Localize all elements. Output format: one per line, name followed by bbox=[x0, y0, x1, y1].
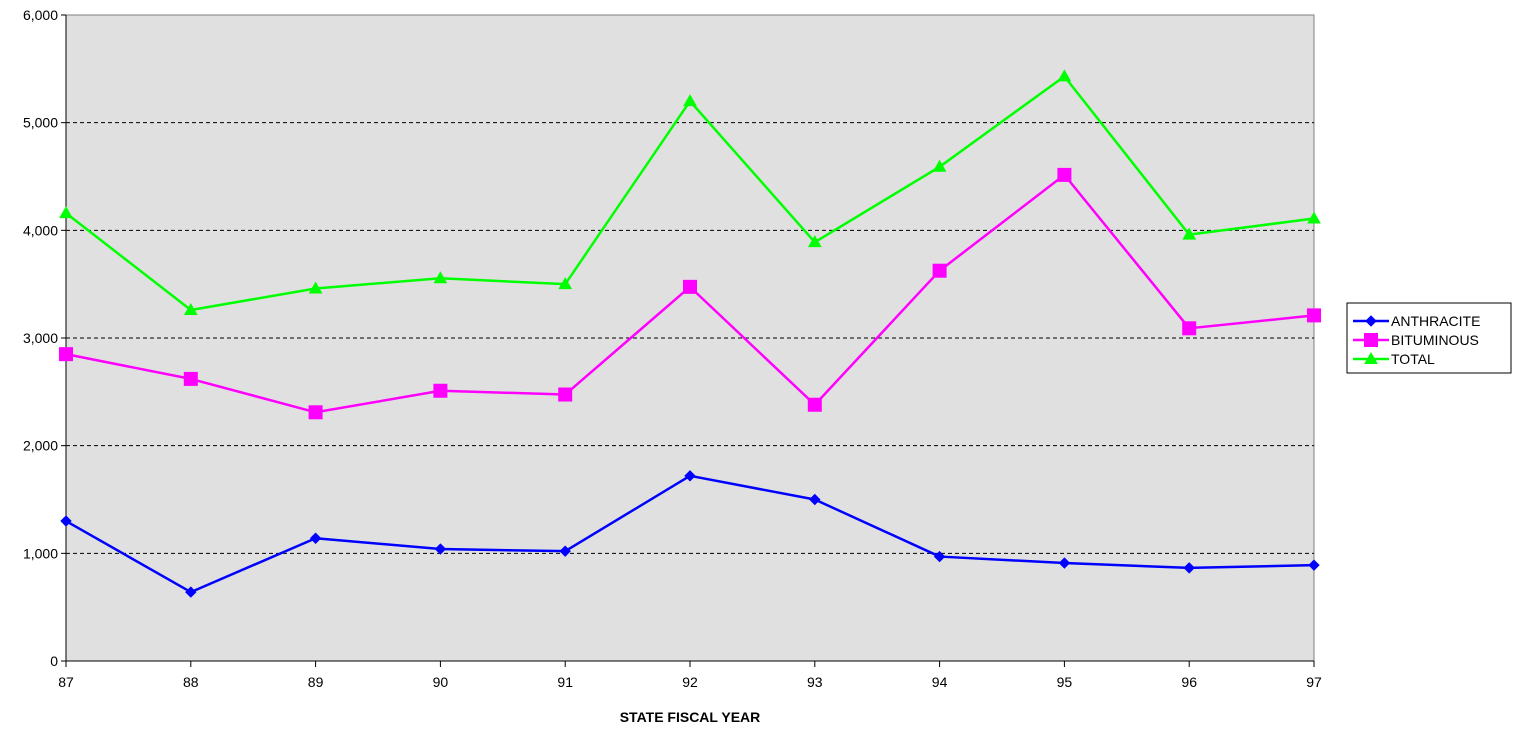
x-tick-label: 92 bbox=[682, 674, 698, 690]
legend: ANTHRACITE BITUMINOUS TOTAL bbox=[1346, 302, 1512, 374]
gridlines bbox=[66, 122, 1314, 554]
data-point-total bbox=[683, 94, 697, 107]
y-tick-label: 6,000 bbox=[23, 7, 58, 23]
x-tick-labels: 87 88 89 90 91 92 93 94 95 96 97 bbox=[58, 674, 1322, 690]
x-tick-label: 90 bbox=[433, 674, 449, 690]
y-tick-label: 4,000 bbox=[23, 222, 58, 238]
data-point-anthracite bbox=[809, 493, 821, 506]
x-tick-label: 94 bbox=[932, 674, 948, 690]
x-tick-label: 91 bbox=[557, 674, 573, 690]
data-point-total bbox=[558, 277, 573, 290]
y-tick-labels: 0 1,000 2,000 3,000 4,000 5,000 6,000 bbox=[23, 7, 58, 669]
data-point-anthracite bbox=[684, 470, 696, 482]
legend-marker-total bbox=[1364, 351, 1378, 364]
series-anthracite bbox=[60, 470, 1320, 598]
x-tick-label: 89 bbox=[308, 674, 324, 690]
y-tick-label: 2,000 bbox=[23, 438, 58, 454]
legend-label-total: TOTAL bbox=[1391, 351, 1435, 367]
y-tick-label: 1,000 bbox=[23, 545, 58, 561]
data-point-anthracite bbox=[1058, 557, 1071, 569]
data-point-total bbox=[183, 302, 198, 316]
data-point-bituminous bbox=[1057, 167, 1072, 182]
data-point-bituminous bbox=[807, 397, 822, 412]
data-point-bituminous bbox=[558, 387, 573, 402]
data-point-total bbox=[433, 271, 448, 284]
data-point-bituminous bbox=[1182, 321, 1197, 336]
series-total bbox=[59, 69, 1321, 316]
data-point-anthracite bbox=[1308, 559, 1320, 571]
legend-label-bituminous: BITUMINOUS bbox=[1391, 332, 1479, 348]
data-point-anthracite bbox=[559, 545, 571, 557]
data-point-anthracite bbox=[1183, 562, 1195, 574]
data-point-anthracite bbox=[933, 550, 946, 563]
data-point-anthracite bbox=[434, 543, 447, 555]
data-point-total bbox=[59, 206, 73, 219]
x-tick-label: 95 bbox=[1057, 674, 1073, 690]
legend-marker-bituminous bbox=[1364, 333, 1378, 347]
data-point-bituminous bbox=[1307, 308, 1321, 323]
x-tick-label: 97 bbox=[1306, 674, 1322, 690]
data-point-total bbox=[807, 235, 822, 248]
series-bituminous bbox=[59, 167, 1321, 420]
data-point-total bbox=[308, 281, 323, 294]
axes bbox=[61, 14, 1315, 667]
data-point-total bbox=[1307, 211, 1321, 224]
data-point-bituminous bbox=[932, 263, 947, 278]
legend-items: ANTHRACITE BITUMINOUS TOTAL bbox=[1353, 313, 1480, 367]
data-point-total bbox=[1057, 69, 1072, 82]
y-tick-label: 3,000 bbox=[23, 330, 58, 346]
data-point-anthracite bbox=[60, 515, 72, 527]
x-axis-title: STATE FISCAL YEAR bbox=[620, 709, 761, 725]
series-group bbox=[59, 69, 1321, 598]
data-point-bituminous bbox=[433, 383, 448, 398]
legend-marker-anthracite bbox=[1365, 315, 1377, 327]
x-tick-label: 93 bbox=[807, 674, 823, 690]
y-tick-label: 0 bbox=[50, 653, 58, 669]
legend-label-anthracite: ANTHRACITE bbox=[1391, 313, 1480, 329]
y-tick-label: 5,000 bbox=[23, 115, 58, 131]
x-tick-label: 87 bbox=[58, 674, 74, 690]
x-tick-label: 88 bbox=[183, 674, 199, 690]
data-point-anthracite bbox=[309, 532, 322, 544]
data-point-bituminous bbox=[308, 405, 323, 420]
data-point-anthracite bbox=[185, 586, 197, 598]
data-point-bituminous bbox=[183, 371, 198, 386]
data-point-total bbox=[1182, 227, 1197, 240]
x-tick-label: 96 bbox=[1181, 674, 1197, 690]
data-point-total bbox=[932, 159, 947, 172]
data-point-bituminous bbox=[59, 347, 73, 362]
data-point-bituminous bbox=[683, 279, 697, 294]
